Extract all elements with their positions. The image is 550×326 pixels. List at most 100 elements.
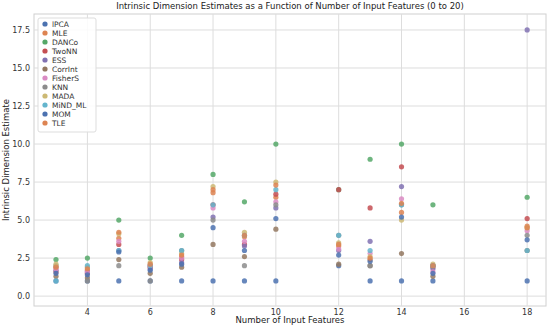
plot-area (34, 14, 546, 306)
point (399, 214, 404, 219)
legend-label: lPCA (52, 20, 70, 29)
point (336, 242, 341, 247)
point (525, 237, 530, 242)
point (399, 251, 404, 256)
point (116, 257, 121, 262)
point (430, 271, 435, 276)
tick-label: 6 (148, 308, 153, 317)
point (336, 233, 341, 238)
tick-label: 17.5 (12, 26, 30, 35)
point (336, 246, 341, 251)
point (85, 278, 90, 283)
point (179, 262, 184, 267)
point (53, 265, 58, 270)
legend-box (38, 18, 96, 132)
tick-label: 8 (210, 308, 215, 317)
legend-marker (42, 66, 47, 71)
tick-label: 12.5 (12, 102, 30, 111)
point (525, 225, 530, 230)
point (242, 254, 247, 259)
point (148, 278, 153, 283)
legend-marker (42, 48, 47, 53)
point (336, 187, 341, 192)
point (430, 263, 435, 268)
point (116, 239, 121, 244)
legend-label: MLE (52, 29, 68, 38)
point (525, 248, 530, 253)
point (210, 202, 215, 207)
point (525, 248, 530, 253)
grid-line (464, 14, 465, 306)
tick-label: 18 (522, 308, 532, 317)
point (179, 248, 184, 253)
point (273, 227, 278, 232)
point (210, 278, 215, 283)
point (179, 233, 184, 238)
tick-label: 14 (396, 308, 406, 317)
point (525, 216, 530, 221)
grid-line (34, 182, 546, 183)
tick-label: 5.0 (17, 216, 30, 225)
point (273, 187, 278, 192)
grid-line (401, 14, 402, 306)
points (53, 27, 529, 283)
legend-marker (42, 84, 47, 89)
point (273, 141, 278, 146)
point (210, 187, 215, 192)
grid-line (275, 14, 276, 306)
legend-marker (42, 111, 47, 116)
title: Intrinsic Dimension Estimates as a Funct… (116, 1, 464, 11)
point (85, 272, 90, 277)
point (53, 278, 58, 283)
point (116, 263, 121, 268)
legend-label: FisherS (52, 74, 79, 83)
point (273, 278, 278, 283)
point (179, 278, 184, 283)
point (336, 262, 341, 267)
legend-label: TLE (51, 119, 66, 128)
point (367, 239, 372, 244)
grid-line (34, 296, 546, 297)
legend-marker (42, 39, 47, 44)
point (367, 263, 372, 268)
point (210, 172, 215, 177)
point (116, 230, 121, 235)
point (399, 196, 404, 201)
tick-label: 4 (85, 308, 90, 317)
point (116, 249, 121, 254)
grid-line (34, 144, 546, 145)
legend-marker (42, 75, 47, 80)
point (148, 268, 153, 273)
legend: lPCAMLEDANCoTwoNNESSCorrIntFisherSKNNMAD… (38, 18, 96, 132)
point (430, 263, 435, 268)
tick-label: 10.0 (12, 140, 30, 149)
point (525, 195, 530, 200)
point (336, 187, 341, 192)
point (85, 266, 90, 271)
point (85, 255, 90, 260)
point (525, 278, 530, 283)
point (273, 182, 278, 187)
point (116, 217, 121, 222)
point (85, 278, 90, 283)
legend-marker (42, 21, 47, 26)
point (399, 278, 404, 283)
legend-label: MiND_ML (52, 101, 87, 110)
point (399, 141, 404, 146)
point (273, 202, 278, 207)
point (242, 239, 247, 244)
point (210, 242, 215, 247)
grid-line (34, 220, 546, 221)
point (242, 233, 247, 238)
legend-marker (42, 120, 47, 125)
y-label: Intrinsic Dimension Estimate (1, 99, 11, 221)
point (242, 233, 247, 238)
point (430, 278, 435, 283)
point (273, 216, 278, 221)
point (53, 278, 58, 283)
point (179, 252, 184, 257)
tick-label: 0.0 (17, 292, 30, 301)
grid-line (34, 67, 546, 68)
legend-label: ESS (52, 56, 66, 65)
point (53, 271, 58, 276)
